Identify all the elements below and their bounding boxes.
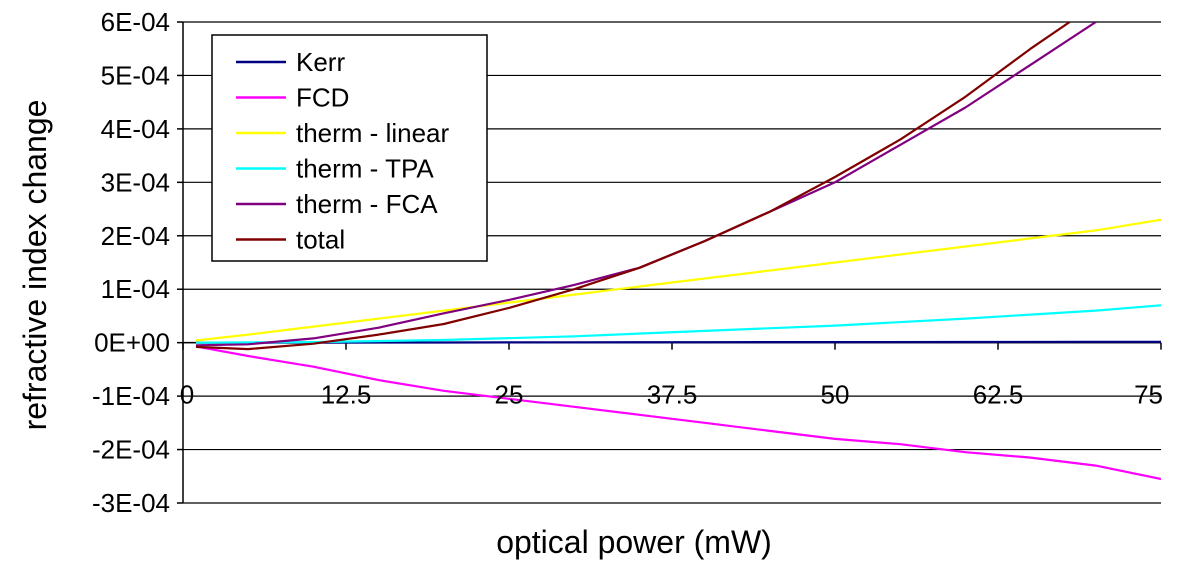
legend-label: therm - TPA	[296, 154, 434, 184]
series-line-total	[195, 22, 1071, 351]
y-tick-label: 1E-04	[101, 274, 170, 304]
legend-label: therm - FCA	[296, 189, 438, 219]
x-tick-label: 25	[495, 380, 524, 410]
x-tick-label: 12.5	[321, 380, 372, 410]
legend-label: therm - linear	[296, 118, 449, 148]
y-tick-label: -1E-04	[92, 381, 170, 411]
x-tick-label: 0	[180, 380, 194, 410]
y-tick-label: 5E-04	[101, 60, 170, 90]
x-axis-title: optical power (mW)	[496, 524, 772, 560]
y-tick-label: 3E-04	[101, 167, 170, 197]
y-tick-label: 0E+00	[94, 328, 170, 358]
legend-box	[211, 34, 488, 262]
legend: Kerr FCD therm - linear therm - TPA therm - …	[211, 34, 488, 262]
y-tick-label: -2E-04	[92, 435, 170, 465]
series-line-therm-linear	[195, 218, 1161, 342]
x-tick-label: 75	[1134, 380, 1163, 410]
series-line-fcd	[195, 345, 1161, 481]
legend-label: FCD	[296, 83, 349, 113]
x-tick-label: 62.5	[973, 380, 1024, 410]
legend-label: total	[296, 225, 345, 255]
series-line-kerr	[195, 340, 1161, 344]
x-tick-labels: 0 12.5 25 37.5 50 62.5 75	[180, 380, 1163, 410]
y-tick-label: 4E-04	[101, 114, 170, 144]
x-tick-label: 50	[821, 380, 850, 410]
y-tick-label: 6E-04	[101, 7, 170, 37]
y-tick-label: 2E-04	[101, 221, 170, 251]
y-tick-label: -3E-04	[92, 488, 170, 518]
series-layer	[195, 22, 1161, 481]
legend-label: Kerr	[296, 47, 345, 77]
y-tick-labels: -3E-04 -2E-04 -1E-04 0E+00 1E-04 2E-04 3E-04 4E…	[92, 7, 170, 518]
series-line-therm-tpa	[195, 304, 1161, 344]
y-axis-title: refractive index change	[17, 100, 53, 431]
x-tick-label: 37.5	[647, 380, 698, 410]
